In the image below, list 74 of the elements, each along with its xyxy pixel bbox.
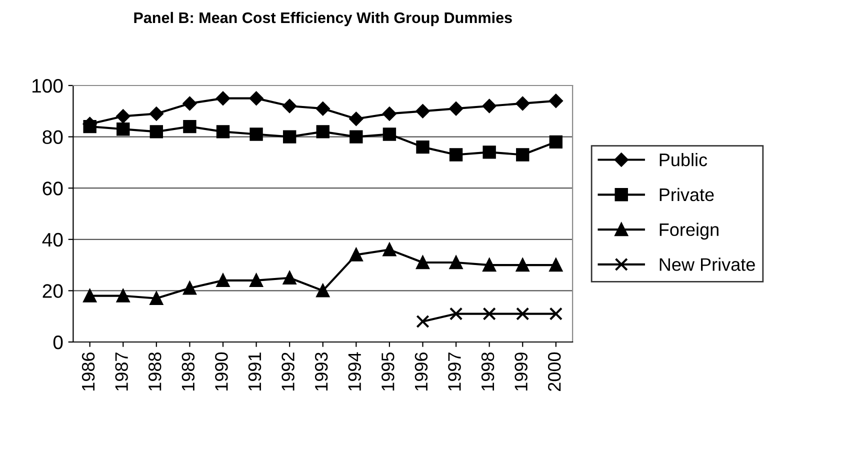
point <box>183 120 196 134</box>
point <box>516 258 530 272</box>
point <box>416 140 430 154</box>
y-tick-label: 100 <box>32 78 63 93</box>
point <box>350 130 363 144</box>
x-tick-label: 1997 <box>448 352 461 391</box>
point <box>482 146 496 159</box>
point <box>549 258 563 272</box>
x-tick-label: 2000 <box>548 352 561 391</box>
x-tick-label: 1996 <box>414 352 428 391</box>
point <box>282 130 296 144</box>
point <box>150 292 164 305</box>
x-tick-label: 1999 <box>514 352 528 391</box>
point <box>216 274 230 288</box>
point <box>382 106 396 121</box>
point <box>250 128 263 141</box>
point <box>282 99 297 113</box>
x-tick-label: 1990 <box>215 352 228 391</box>
legend-label: Public <box>660 153 708 166</box>
point <box>350 248 363 262</box>
x-tick-label: 1987 <box>115 352 128 391</box>
legend-label: Foreign <box>660 222 718 240</box>
point <box>382 243 396 256</box>
x-tick-label: 1994 <box>348 352 362 391</box>
y-tick-label: 40 <box>42 232 63 247</box>
point <box>382 128 396 141</box>
y-tick-label: 0 <box>53 335 63 350</box>
legend-label: New Private <box>660 258 755 271</box>
point <box>549 307 563 320</box>
point <box>516 148 530 162</box>
x-tick-label: 1993 <box>314 352 328 391</box>
point <box>416 314 430 328</box>
point <box>149 106 164 121</box>
point <box>183 282 196 295</box>
point <box>316 102 330 116</box>
point <box>282 271 296 284</box>
point <box>516 307 530 320</box>
x-tick-label: 1995 <box>382 352 394 391</box>
point <box>449 256 463 270</box>
x-tick-label: 1992 <box>282 352 294 391</box>
x-tick-label: 1998 <box>481 352 494 391</box>
chart-title: Panel B: Mean Cost Efficiency With Group Dummies <box>134 12 512 26</box>
point <box>416 104 430 118</box>
point <box>482 307 496 320</box>
y-tick-label: 80 <box>42 130 63 144</box>
point <box>482 258 496 272</box>
point <box>116 122 130 136</box>
point <box>316 125 330 138</box>
x-tick-label: 1986 <box>82 352 95 391</box>
point <box>449 102 463 116</box>
point <box>182 96 197 110</box>
point <box>482 99 496 113</box>
point <box>83 289 96 302</box>
point <box>249 91 264 106</box>
y-tick-label: 20 <box>42 284 63 298</box>
point <box>150 125 164 138</box>
point <box>449 148 463 162</box>
point <box>548 94 563 108</box>
point <box>549 135 563 149</box>
y-tick-label: 60 <box>42 182 63 196</box>
point <box>250 274 263 288</box>
x-tick-label: 1988 <box>148 352 162 391</box>
point <box>316 284 330 298</box>
x-tick-label: 1991 <box>248 352 262 391</box>
point <box>349 112 364 126</box>
point <box>216 91 230 106</box>
point <box>116 289 130 302</box>
x-tick-label: 1989 <box>182 352 195 391</box>
point <box>516 96 530 110</box>
legend-label: Private <box>660 188 714 202</box>
point <box>449 307 463 320</box>
point <box>416 256 430 270</box>
point <box>116 109 130 124</box>
point <box>216 125 230 138</box>
